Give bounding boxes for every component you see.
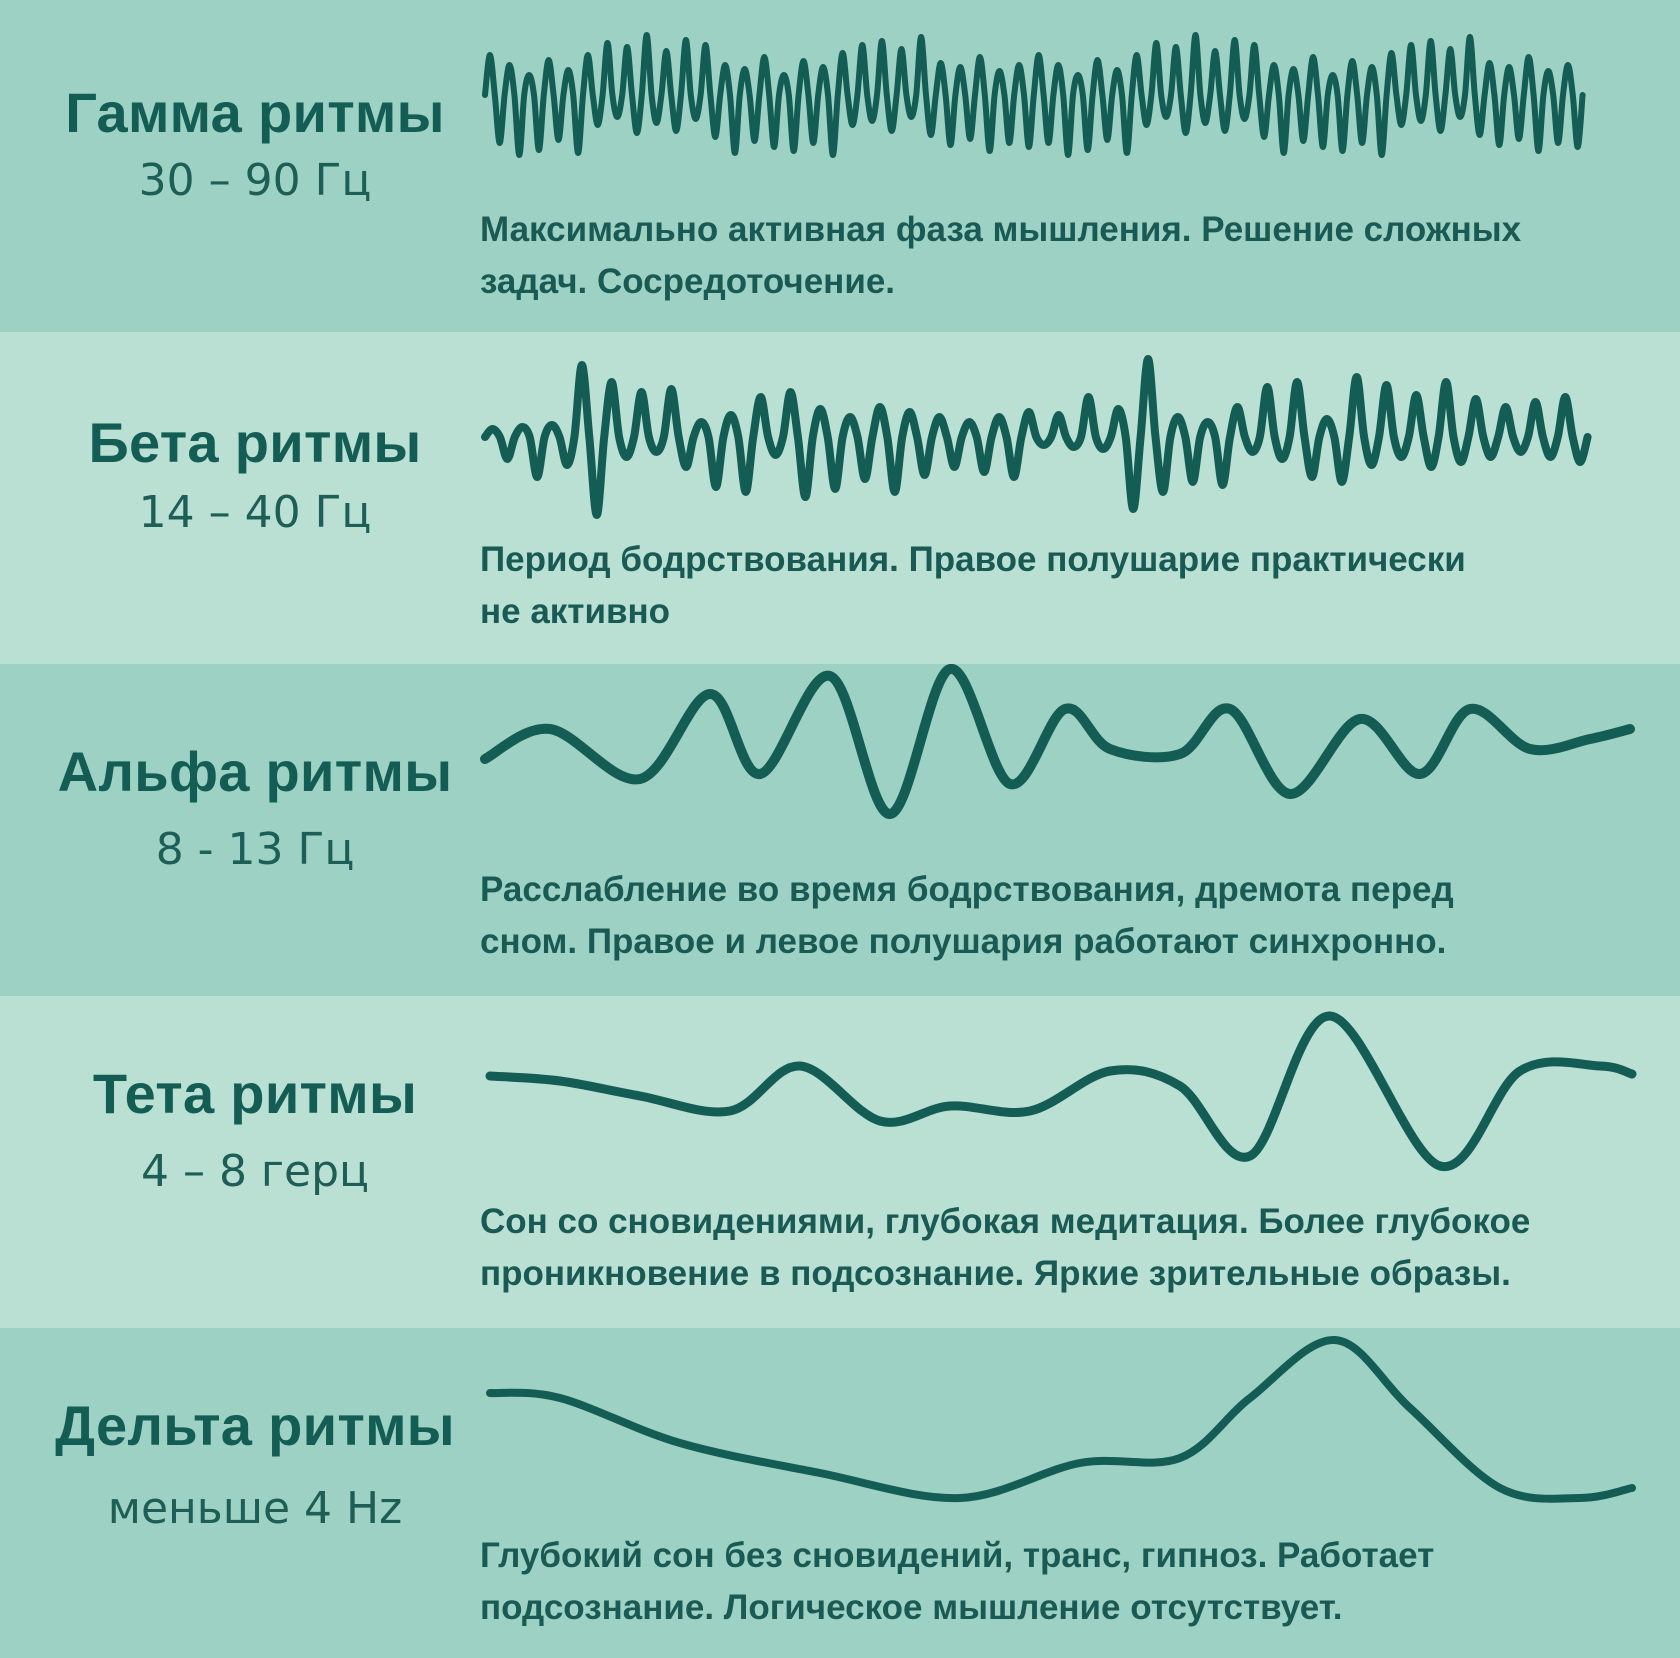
delta-description-line2: подсознание. Логическое мышление отсутст… (480, 1588, 1343, 1627)
gamma-description-line1: Максимально активная фаза мышления. Реше… (480, 210, 1522, 249)
beta-frequency: 14 – 40 Гц (138, 487, 372, 538)
gamma-description: Максимально активная фаза мышления. Реше… (480, 204, 1675, 308)
gamma-title: Гамма ритмы (65, 81, 445, 144)
alpha-band: Альфа ритмы 8 - 13 Гц Расслабление во вр… (0, 664, 1680, 996)
alpha-wave (480, 664, 1635, 819)
alpha-description-line2: сном. Правое и левое полушария работают … (480, 922, 1447, 961)
theta-description: Сон со сновидениями, глубокая медитация.… (480, 1196, 1675, 1300)
beta-description-line1: Период бодрствования. Правое полушарие п… (480, 540, 1466, 579)
delta-wave (486, 1336, 1636, 1503)
delta-frequency: меньше 4 Hz (107, 1483, 403, 1534)
delta-description-line1: Глубокий сон без сновидений, транс, гипн… (480, 1536, 1435, 1575)
beta-description-line2: не активно (480, 592, 671, 631)
beta-wave (481, 355, 1592, 519)
alpha-frequency: 8 - 13 Гц (155, 824, 355, 875)
gamma-frequency: 30 – 90 Гц (138, 155, 372, 206)
theta-wave (485, 1011, 1637, 1171)
theta-band: Тета ритмы 4 – 8 герц Сон со сновидениям… (0, 996, 1680, 1328)
theta-description-line2: проникновение в подсознание. Яркие зрите… (480, 1254, 1511, 1293)
theta-title: Тета ритмы (92, 1062, 418, 1125)
alpha-title: Альфа ритмы (57, 740, 453, 803)
delta-title: Дельта ритмы (55, 1394, 455, 1457)
gamma-description-line2: задач. Сосредоточение. (480, 262, 896, 301)
beta-description: Период бодрствования. Правое полушарие п… (480, 534, 1675, 638)
beta-band: Бета ритмы 14 – 40 Гц Период бодрствован… (0, 332, 1680, 664)
alpha-description-line1: Расслабление во время бодрствования, дре… (480, 870, 1454, 909)
gamma-band: Гамма ритмы 30 – 90 Гц Максимально актив… (0, 0, 1680, 332)
gamma-wave (482, 32, 1586, 158)
delta-description: Глубокий сон без сновидений, транс, гипн… (480, 1530, 1675, 1634)
beta-title: Бета ритмы (88, 411, 422, 474)
alpha-description: Расслабление во время бодрствования, дре… (480, 864, 1675, 968)
theta-frequency: 4 – 8 герц (140, 1146, 369, 1197)
theta-description-line1: Сон со сновидениями, глубокая медитация.… (480, 1202, 1531, 1241)
delta-band: Дельта ритмы меньше 4 Hz Глубокий сон бе… (0, 1328, 1680, 1658)
